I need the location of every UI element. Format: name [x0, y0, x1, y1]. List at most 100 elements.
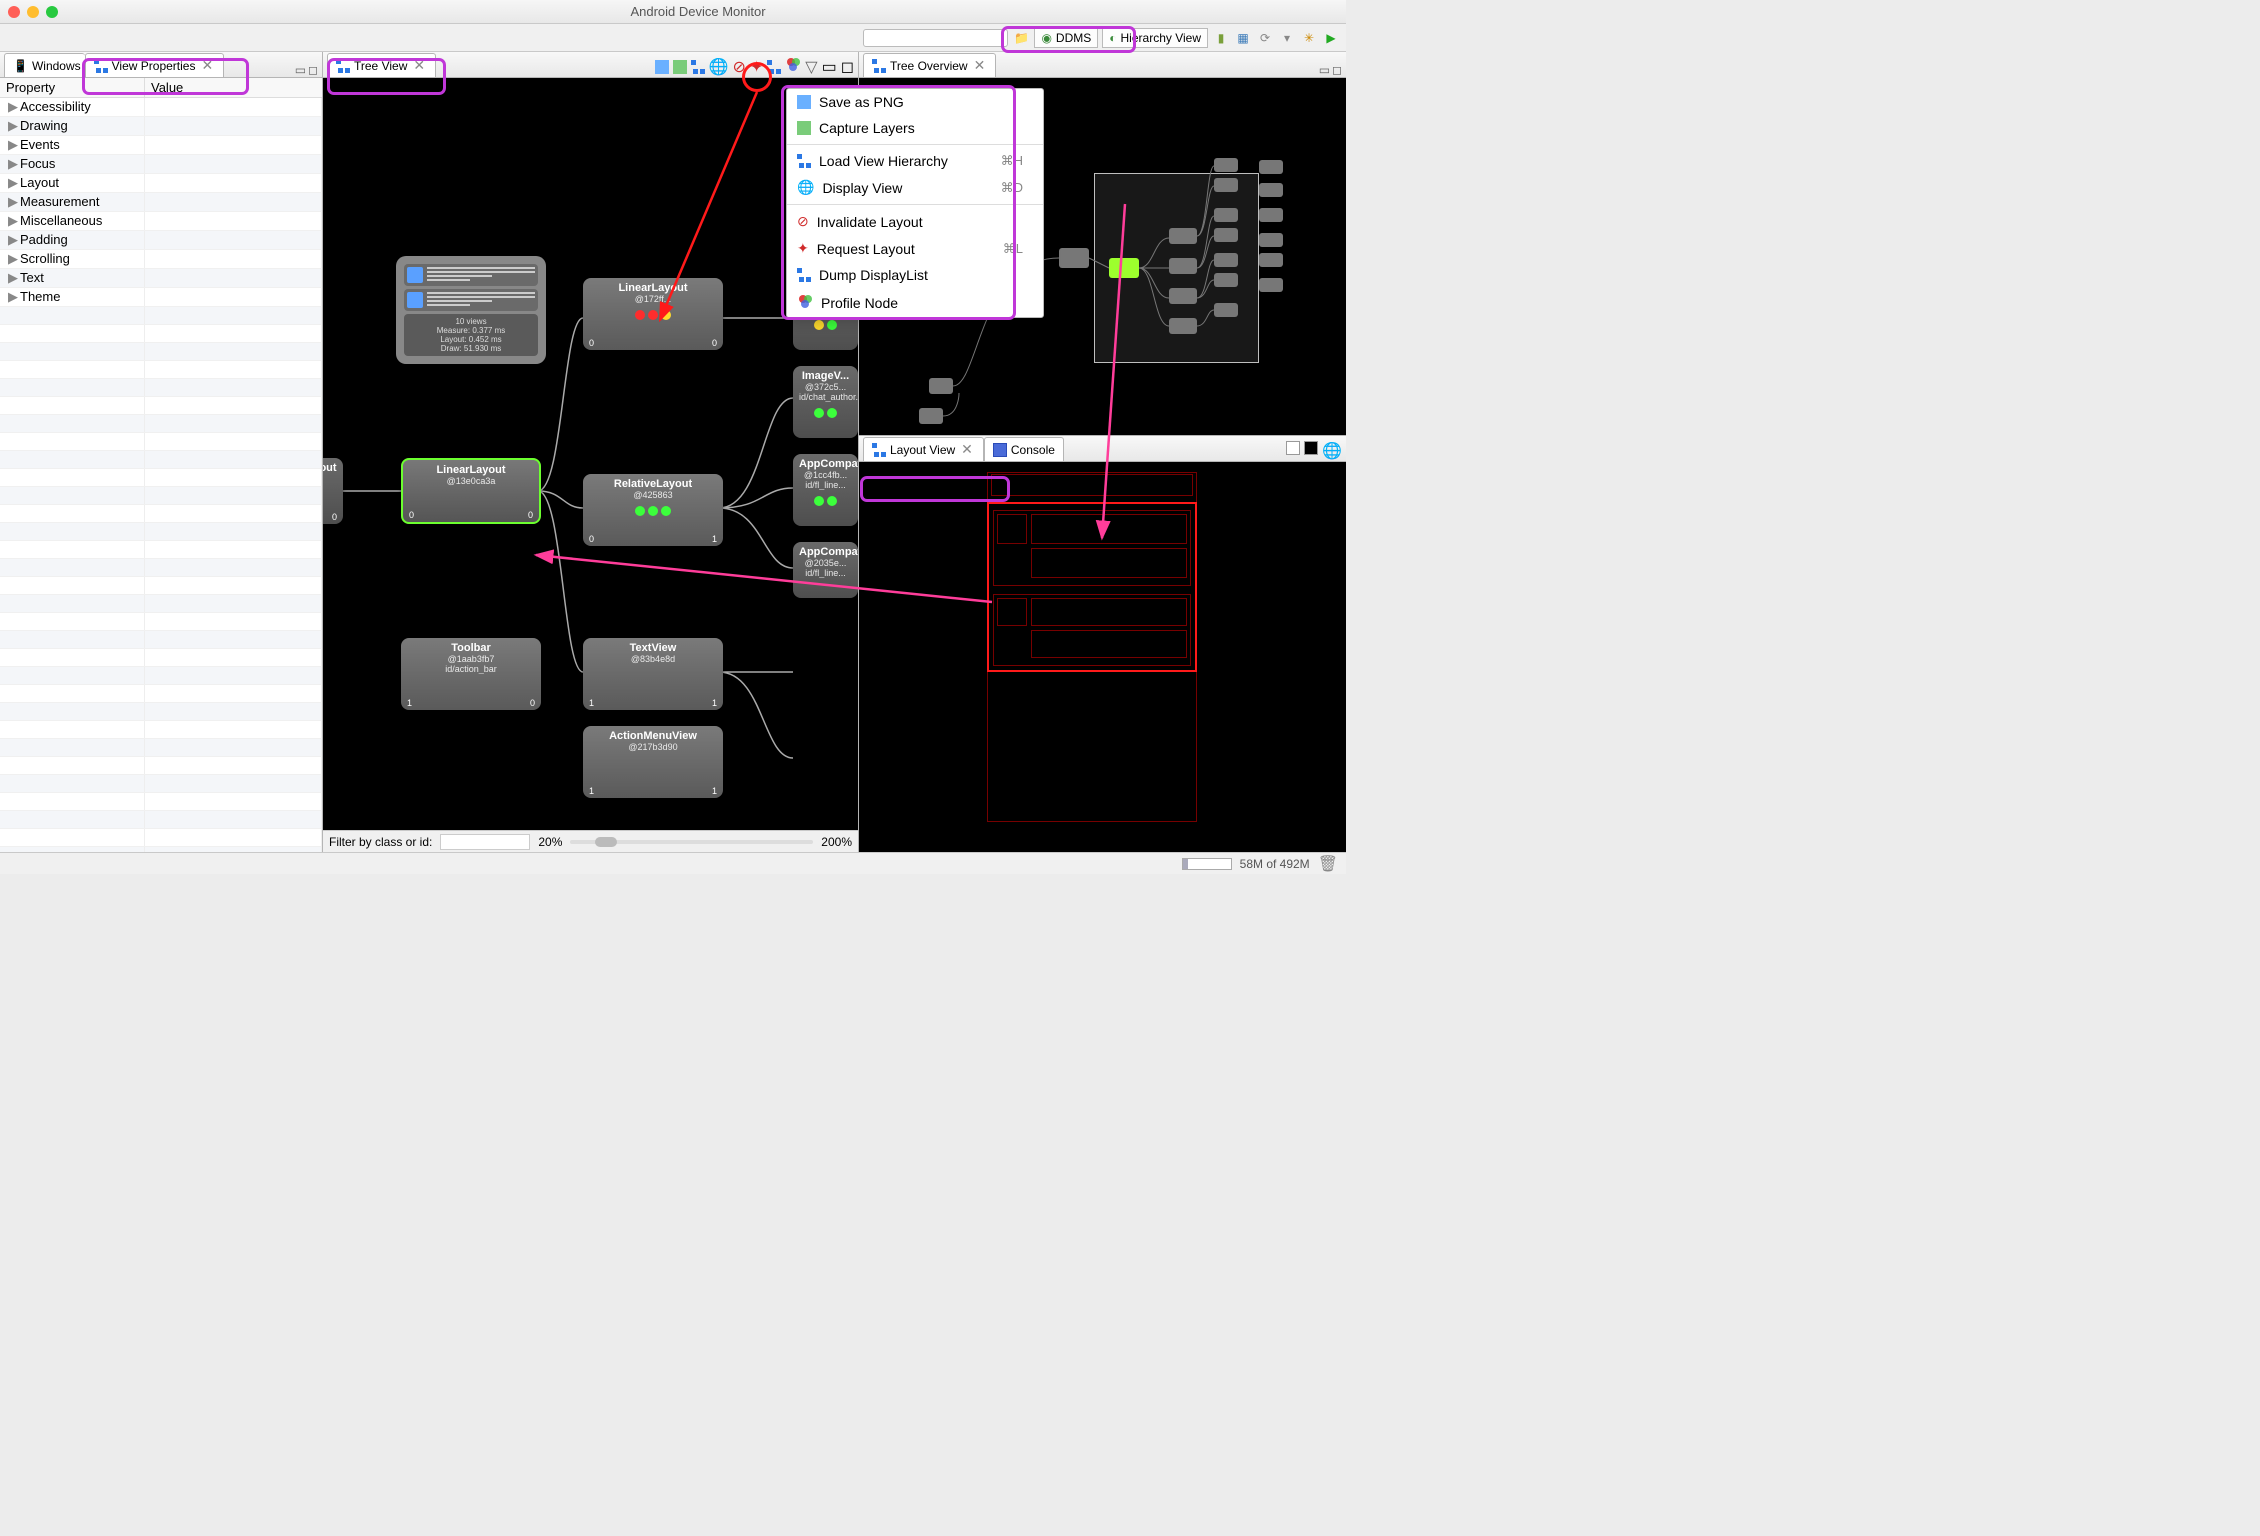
dump-displaylist-icon[interactable] — [767, 60, 781, 74]
view-menu-icon[interactable]: ▽ — [805, 57, 817, 77]
run-icon[interactable]: ▶ — [1322, 29, 1340, 47]
menu-invalidate[interactable]: ⊘Invalidate Layout — [787, 208, 1043, 235]
black-bg-icon[interactable] — [1304, 441, 1318, 455]
tab-view-properties[interactable]: View Properties ✕ — [85, 53, 225, 77]
node-name: TextView — [589, 642, 717, 654]
mi-label: Load View Hierarchy — [819, 153, 948, 169]
node-id: @1cc4fb... — [799, 470, 852, 480]
load-hierarchy-icon[interactable] — [691, 60, 705, 74]
menu-save-png[interactable]: Save as PNG — [787, 89, 1043, 115]
prop-row-empty — [0, 361, 322, 379]
profile-node-icon — [797, 293, 813, 312]
close-tab-icon[interactable]: ✕ — [199, 57, 215, 74]
prop-row-empty — [0, 631, 322, 649]
prop-row[interactable]: ▶Accessibility — [0, 98, 322, 117]
tree-node-linearlayout-selected[interactable]: LinearLayout @13e0ca3a 00 — [401, 458, 541, 524]
palette-icon[interactable]: ▦ — [1234, 29, 1252, 47]
close-tab-icon[interactable]: ✕ — [972, 57, 988, 74]
tree-node-appcompat1[interactable]: AppCompatT... @1cc4fb... id/fl_line... — [793, 454, 858, 526]
tooltip-measure: Measure: 0.377 ms — [407, 326, 535, 335]
tab-console[interactable]: Console — [984, 437, 1064, 461]
prop-row[interactable]: ▶Text — [0, 269, 322, 288]
prop-row[interactable]: ▶Theme — [0, 288, 322, 307]
menu-capture-layers[interactable]: Capture Layers — [787, 115, 1043, 141]
tab-windows[interactable]: 📱 Windows — [4, 53, 85, 77]
capture-layers-icon[interactable] — [673, 60, 687, 74]
minimize-pane-icon[interactable]: ▭ — [1319, 63, 1330, 77]
menu-load-hierarchy[interactable]: Load View Hierarchy⌘H — [787, 148, 1043, 174]
globe-icon[interactable]: 🌐 — [1322, 441, 1342, 461]
globe-icon: 🌐 — [797, 179, 814, 196]
open-perspective-icon[interactable]: 📁 — [1012, 29, 1030, 47]
display-view-icon[interactable]: 🌐 — [709, 57, 729, 77]
prop-row-empty — [0, 739, 322, 757]
node-sub: id/action_bar — [407, 664, 535, 674]
device-icon[interactable]: ▮ — [1212, 29, 1230, 47]
bug-icon[interactable]: ✳ — [1300, 29, 1318, 47]
menu-display-view[interactable]: 🌐Display View⌘D — [787, 174, 1043, 201]
refresh-icon[interactable]: ⟳ — [1256, 29, 1274, 47]
tree-node-actionmenuview[interactable]: ActionMenuView @217b3d90 11 — [583, 726, 723, 798]
capture-layers-icon — [797, 121, 811, 135]
node-id: @2035e... — [799, 558, 852, 568]
tree-view-canvas[interactable]: 10 views Measure: 0.377 ms Layout: 0.452… — [323, 78, 858, 830]
ddms-icon: ◉ — [1041, 31, 1051, 45]
perspective-ddms[interactable]: ◉ DDMS — [1034, 28, 1098, 48]
prop-row[interactable]: ▶Layout — [0, 174, 322, 193]
request-layout-icon[interactable]: ✦ — [750, 57, 763, 77]
trash-icon[interactable]: 🗑 — [1318, 854, 1338, 874]
tree-overview-label: Tree Overview — [890, 59, 968, 73]
prop-row[interactable]: ▶Miscellaneous — [0, 212, 322, 231]
menu-dump-displaylist[interactable]: Dump DisplayList — [787, 262, 1043, 288]
maximize-pane-icon[interactable]: ◻ — [308, 63, 318, 77]
save-png-icon[interactable] — [655, 60, 669, 74]
invalidate-icon[interactable]: ⊘ — [732, 57, 745, 77]
prop-row[interactable]: ▶Padding — [0, 231, 322, 250]
prop-row[interactable]: ▶Scrolling — [0, 250, 322, 269]
ddms-label: DDMS — [1056, 31, 1091, 45]
minimize-window-button[interactable] — [27, 6, 39, 18]
node-name: ImageV... — [799, 370, 852, 382]
treeview-tabs: Tree View ✕ 🌐 ⊘ ✦ ▽ ▭ ◻ — [323, 52, 858, 78]
tree-node-toolbar[interactable]: Toolbar @1aab3fb7 id/action_bar 10 — [401, 638, 541, 710]
tree-node-relativelayout[interactable]: RelativeLayout @425863 01 — [583, 474, 723, 546]
tree-node-textview[interactable]: TextView @83b4e8d 11 — [583, 638, 723, 710]
memory-label: 58M of 492M — [1240, 857, 1310, 871]
search-input[interactable] — [863, 29, 1008, 47]
dropdown-icon[interactable]: ▾ — [1278, 29, 1296, 47]
perspective-hierarchy[interactable]: ◐ Hierarchy View — [1102, 28, 1208, 48]
tree-node-imageview[interactable]: ImageV... @372c5... id/chat_author... — [793, 366, 858, 438]
tab-layout-view[interactable]: Layout View ✕ — [863, 437, 984, 461]
device-icon: 📱 — [13, 59, 28, 73]
prop-row[interactable]: ▶Drawing — [0, 117, 322, 136]
tab-tree-view[interactable]: Tree View ✕ — [327, 53, 436, 77]
prop-row[interactable]: ▶Focus — [0, 155, 322, 174]
tree-node-linearlayout[interactable]: LinearLayout @172ff... 00 — [583, 278, 723, 350]
maximize-pane-icon[interactable]: ◻ — [1332, 63, 1342, 77]
zoom-slider[interactable] — [570, 840, 813, 844]
header-value: Value — [145, 78, 189, 97]
close-window-button[interactable] — [8, 6, 20, 18]
layout-view-canvas[interactable] — [859, 462, 1346, 852]
prop-row-empty — [0, 793, 322, 811]
menu-request-layout[interactable]: ✦Request Layout⌘L — [787, 235, 1043, 262]
tab-tree-overview[interactable]: Tree Overview ✕ — [863, 53, 996, 77]
node-name: RelativeLayout — [589, 478, 717, 490]
prop-row-empty — [0, 451, 322, 469]
tree-node-partial[interactable]: out 0 — [323, 458, 343, 524]
minimize-pane-icon[interactable]: ▭ — [822, 57, 837, 77]
filter-input[interactable] — [440, 834, 530, 850]
close-tab-icon[interactable]: ✕ — [959, 441, 975, 458]
tree-node-appcompat2[interactable]: AppCompatT... @2035e... id/fl_line... — [793, 542, 858, 598]
close-tab-icon[interactable]: ✕ — [411, 57, 427, 74]
white-bg-icon[interactable] — [1286, 441, 1300, 455]
prop-row-empty — [0, 775, 322, 793]
profile-node-icon[interactable] — [785, 56, 801, 77]
menu-profile-node[interactable]: Profile Node — [787, 288, 1043, 317]
maximize-pane-icon[interactable]: ◻ — [841, 57, 854, 77]
prop-row[interactable]: ▶Events — [0, 136, 322, 155]
zoom-min: 20% — [538, 835, 562, 849]
prop-row[interactable]: ▶Measurement — [0, 193, 322, 212]
minimize-pane-icon[interactable]: ▭ — [295, 63, 306, 77]
zoom-window-button[interactable] — [46, 6, 58, 18]
